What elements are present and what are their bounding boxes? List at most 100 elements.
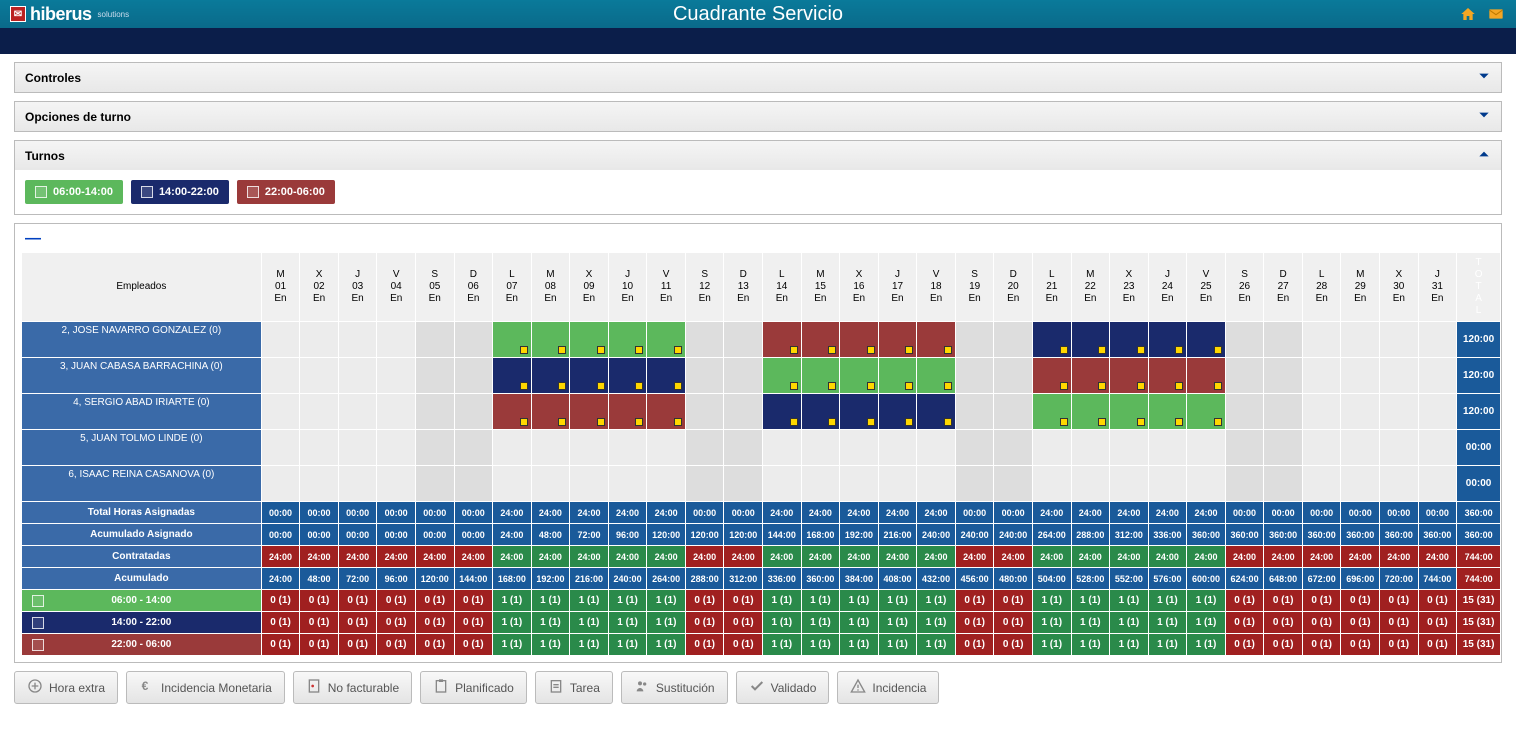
action-button-warn[interactable]: Incidencia bbox=[837, 671, 939, 704]
shift-cell[interactable] bbox=[261, 430, 300, 466]
shift-cell[interactable] bbox=[1187, 322, 1226, 358]
checkbox-icon[interactable] bbox=[35, 186, 47, 198]
shift-cell[interactable] bbox=[261, 466, 300, 502]
shift-cell[interactable] bbox=[1110, 466, 1149, 502]
shift-cell[interactable] bbox=[608, 394, 647, 430]
shift-cell[interactable] bbox=[801, 358, 840, 394]
shift-cell[interactable] bbox=[994, 430, 1033, 466]
employee-name[interactable]: 3, JUAN CABASA BARRACHINA (0) bbox=[22, 358, 262, 394]
action-button-euro[interactable]: €Incidencia Monetaria bbox=[126, 671, 285, 704]
panel-header-opciones[interactable]: Opciones de turno bbox=[15, 102, 1501, 131]
shift-cell[interactable] bbox=[1225, 322, 1264, 358]
checkbox-icon[interactable] bbox=[32, 639, 44, 651]
shift-cell[interactable] bbox=[994, 466, 1033, 502]
shift-cell[interactable] bbox=[338, 430, 377, 466]
shift-cell[interactable] bbox=[1264, 466, 1303, 502]
shift-cell[interactable] bbox=[763, 430, 802, 466]
shift-cell[interactable] bbox=[493, 394, 532, 430]
shift-cell[interactable] bbox=[801, 430, 840, 466]
action-button-plus[interactable]: Hora extra bbox=[14, 671, 118, 704]
shift-cell[interactable] bbox=[1148, 394, 1187, 430]
shift-cell[interactable] bbox=[878, 466, 917, 502]
shift-cell[interactable] bbox=[1341, 358, 1380, 394]
shift-cell[interactable] bbox=[454, 358, 493, 394]
shift-cell[interactable] bbox=[1380, 466, 1419, 502]
shift-cell[interactable] bbox=[1341, 430, 1380, 466]
shift-cell[interactable] bbox=[1071, 430, 1110, 466]
checkbox-icon[interactable] bbox=[141, 186, 153, 198]
shift-cell[interactable] bbox=[608, 322, 647, 358]
shift-cell[interactable] bbox=[1032, 466, 1071, 502]
shift-cell[interactable] bbox=[685, 394, 724, 430]
shift-cell[interactable] bbox=[338, 322, 377, 358]
shift-cell[interactable] bbox=[685, 466, 724, 502]
shift-cell[interactable] bbox=[531, 394, 570, 430]
shift-cell[interactable] bbox=[1225, 430, 1264, 466]
employee-name[interactable]: 2, JOSE NAVARRO GONZALEZ (0) bbox=[22, 322, 262, 358]
shift-cell[interactable] bbox=[300, 358, 339, 394]
shift-cell[interactable] bbox=[1380, 430, 1419, 466]
shift-cell[interactable] bbox=[493, 466, 532, 502]
shift-cell[interactable] bbox=[531, 322, 570, 358]
shift-cell[interactable] bbox=[878, 394, 917, 430]
shift-cell[interactable] bbox=[917, 430, 956, 466]
shift-cell[interactable] bbox=[840, 466, 879, 502]
action-button-check[interactable]: Validado bbox=[736, 671, 830, 704]
shift-cell[interactable] bbox=[338, 394, 377, 430]
checkbox-icon[interactable] bbox=[32, 595, 44, 607]
shift-chip[interactable]: 14:00-22:00 bbox=[131, 180, 229, 204]
shift-cell[interactable] bbox=[878, 358, 917, 394]
shift-cell[interactable] bbox=[377, 394, 416, 430]
shift-cell[interactable] bbox=[493, 358, 532, 394]
shift-cell[interactable] bbox=[647, 322, 686, 358]
shift-chip[interactable]: 22:00-06:00 bbox=[237, 180, 335, 204]
shift-cell[interactable] bbox=[1264, 394, 1303, 430]
shift-cell[interactable] bbox=[1071, 322, 1110, 358]
shift-cell[interactable] bbox=[1225, 466, 1264, 502]
shift-cell[interactable] bbox=[1302, 358, 1341, 394]
shift-cell[interactable] bbox=[1341, 466, 1380, 502]
shift-chip[interactable]: 06:00-14:00 bbox=[25, 180, 123, 204]
shift-cell[interactable] bbox=[1341, 322, 1380, 358]
action-button-people[interactable]: Sustitución bbox=[621, 671, 728, 704]
shift-cell[interactable] bbox=[377, 430, 416, 466]
shift-cell[interactable] bbox=[1110, 430, 1149, 466]
action-button-task[interactable]: Tarea bbox=[535, 671, 613, 704]
shift-cell[interactable] bbox=[1264, 322, 1303, 358]
shift-cell[interactable] bbox=[1148, 430, 1187, 466]
shift-cell[interactable] bbox=[878, 322, 917, 358]
shift-cell[interactable] bbox=[917, 394, 956, 430]
shift-cell[interactable] bbox=[1110, 358, 1149, 394]
shift-cell[interactable] bbox=[994, 322, 1033, 358]
shift-cell[interactable] bbox=[685, 430, 724, 466]
shift-cell[interactable] bbox=[801, 466, 840, 502]
shift-cell[interactable] bbox=[1032, 394, 1071, 430]
checkbox-icon[interactable] bbox=[32, 617, 44, 629]
shift-cell[interactable] bbox=[1187, 394, 1226, 430]
shift-cell[interactable] bbox=[1264, 430, 1303, 466]
shift-cell[interactable] bbox=[454, 430, 493, 466]
shift-cell[interactable] bbox=[840, 358, 879, 394]
shift-cell[interactable] bbox=[1187, 358, 1226, 394]
shift-cell[interactable] bbox=[454, 394, 493, 430]
shift-cell[interactable] bbox=[1148, 358, 1187, 394]
shift-cell[interactable] bbox=[1302, 394, 1341, 430]
shift-cell[interactable] bbox=[763, 358, 802, 394]
shift-cell[interactable] bbox=[724, 430, 763, 466]
shift-cell[interactable] bbox=[300, 466, 339, 502]
shift-cell[interactable] bbox=[1148, 322, 1187, 358]
shift-cell[interactable] bbox=[955, 430, 994, 466]
shift-cell[interactable] bbox=[570, 358, 609, 394]
shift-cell[interactable] bbox=[724, 466, 763, 502]
shift-cell[interactable] bbox=[608, 466, 647, 502]
shift-cell[interactable] bbox=[994, 394, 1033, 430]
shift-cell[interactable] bbox=[415, 466, 454, 502]
shift-cell[interactable] bbox=[338, 358, 377, 394]
shift-cell[interactable] bbox=[608, 358, 647, 394]
shift-cell[interactable] bbox=[531, 358, 570, 394]
shift-cell[interactable] bbox=[570, 466, 609, 502]
shift-cell[interactable] bbox=[647, 358, 686, 394]
shift-cell[interactable] bbox=[647, 394, 686, 430]
collapse-icon[interactable]: — bbox=[21, 230, 45, 247]
checkbox-icon[interactable] bbox=[247, 186, 259, 198]
